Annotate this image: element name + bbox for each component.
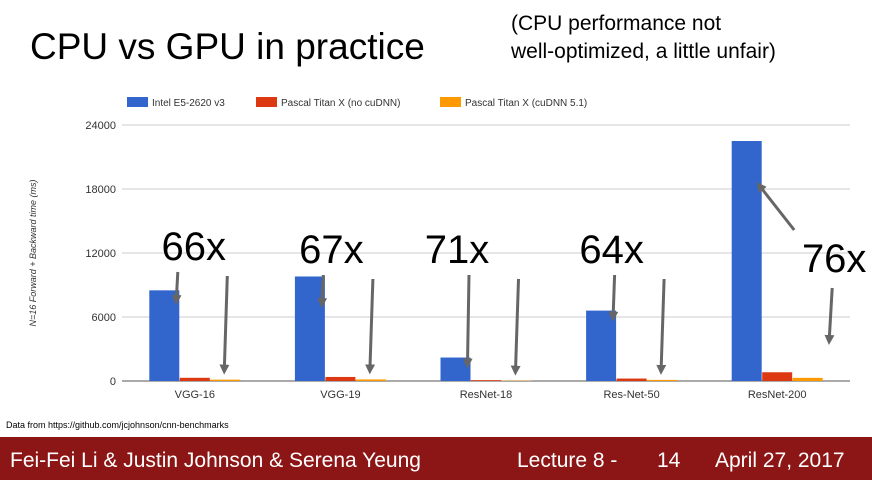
arrow — [462, 274, 473, 369]
bar-chart: 0 6000 12000 18000 24000 N=16 Forward + Backw… — [28, 97, 867, 401]
bar-gpu-cudnn — [210, 379, 241, 381]
legend-label: Pascal Titan X (no cuDNN) — [281, 98, 401, 109]
speedup-annotation: 71x — [425, 228, 490, 272]
arrow — [317, 274, 328, 308]
slide-title: CPU vs GPU in practice — [30, 26, 425, 67]
bar-gpu-no-cudnn — [762, 372, 793, 381]
x-tick-label: ResNet-200 — [748, 389, 807, 401]
arrow — [365, 278, 376, 375]
legend-label: Pascal Titan X (cuDNN 5.1) — [465, 98, 587, 109]
bar-cpu — [731, 141, 762, 381]
speedup-annotation: 76x — [802, 237, 867, 281]
arrow — [510, 278, 521, 376]
footer-bar: Fei-Fei Li & Justin Johnson & Serena Yeu… — [0, 437, 872, 480]
bar-gpu-cudnn — [647, 379, 678, 381]
bar-gpu-no-cudnn — [616, 378, 647, 381]
y-tick-label: 6000 — [92, 312, 116, 324]
arrow — [824, 287, 835, 345]
bar-gpu-no-cudnn — [179, 377, 210, 381]
x-tick-label: ResNet-18 — [460, 389, 513, 401]
arrow — [756, 182, 796, 231]
y-axis-label: N=16 Forward + Backward time (ms) — [28, 179, 38, 326]
footer-authors: Fei-Fei Li & Justin Johnson & Serena Yeu… — [10, 449, 421, 472]
bar-cpu — [149, 290, 180, 381]
footer-page-number: 14 — [657, 449, 681, 472]
bar-gpu-cudnn — [355, 379, 386, 381]
arrow — [608, 274, 619, 322]
arrow — [219, 275, 230, 375]
footer-date: April 27, 2017 — [715, 449, 845, 472]
legend-swatch — [440, 97, 461, 107]
bar-cpu — [294, 276, 325, 381]
bar-cpu — [586, 310, 617, 381]
bar-gpu-no-cudnn — [471, 380, 501, 381]
data-source-note: Data from https://github.com/jcjohnson/c… — [6, 420, 229, 430]
arrow — [656, 278, 667, 375]
legend-swatch — [256, 97, 277, 107]
speedup-annotation: 64x — [579, 228, 644, 272]
slide-note: (CPU performance not well-optimized, a l… — [511, 10, 776, 66]
x-tick-label: Res-Net-50 — [603, 389, 659, 401]
x-tick-label: VGG-16 — [175, 389, 215, 401]
legend-swatch — [127, 97, 148, 107]
y-tick-label: 12000 — [85, 248, 116, 260]
footer-lecture: Lecture 8 - — [517, 449, 618, 472]
y-tick-label: 0 — [110, 376, 116, 388]
slide-note-line-2: well-optimized, a little unfair) — [511, 40, 776, 63]
bar-cpu — [440, 357, 471, 381]
y-tick-label: 18000 — [85, 184, 116, 196]
bar-gpu-cudnn — [792, 377, 823, 381]
speedup-annotation: 66x — [162, 225, 227, 269]
y-tick-label: 24000 — [85, 120, 116, 132]
arrow — [171, 271, 182, 305]
legend-label: Intel E5-2620 v3 — [152, 98, 225, 109]
slide-note-line-1: (CPU performance not — [511, 12, 722, 35]
bar-gpu-no-cudnn — [325, 376, 356, 381]
speedup-annotation: 67x — [299, 228, 364, 272]
x-tick-label: VGG-19 — [320, 389, 360, 401]
